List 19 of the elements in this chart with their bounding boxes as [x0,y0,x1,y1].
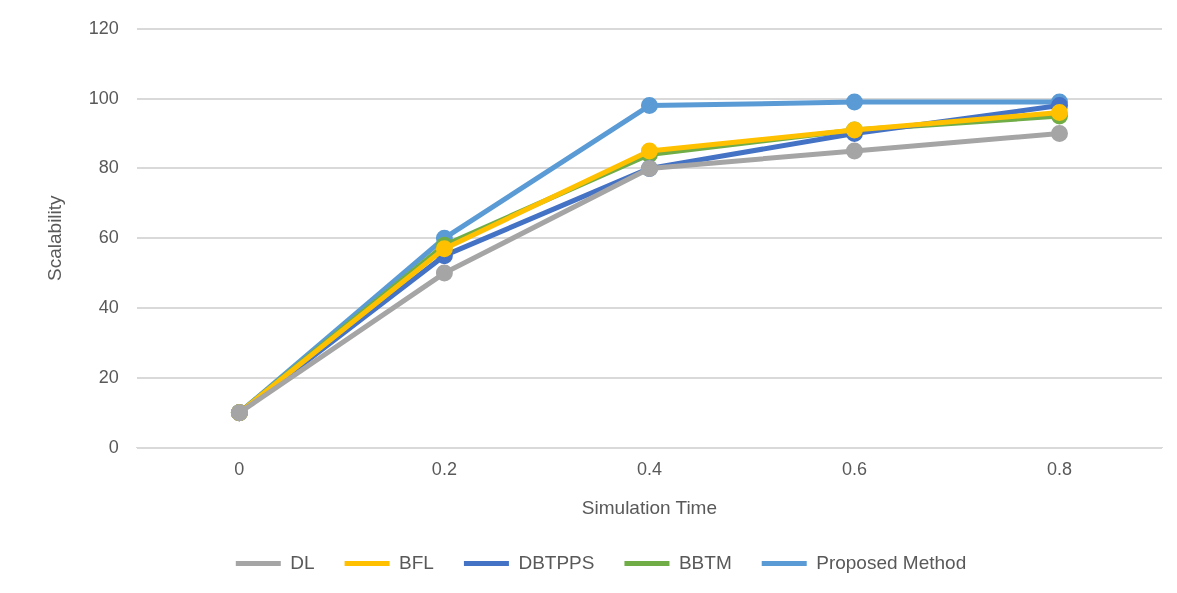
x-axis-title: Simulation Time [581,496,717,518]
legend-label: DBTPPS [518,551,595,573]
x-tick-label: 0 [234,459,245,480]
y-tick-label: 60 [98,227,119,248]
y-axis-title: Scalability [43,194,65,281]
x-tick-label: 0.8 [1046,459,1072,480]
y-tick-label: 100 [88,87,119,108]
legend-label: Proposed Method [816,551,967,573]
x-tick-label: 0.2 [431,459,457,480]
legend-label: BFL [399,551,434,573]
y-tick-label: 120 [88,17,119,38]
x-tick-label: 0.6 [841,459,867,480]
legend-label: BBTM [678,551,732,573]
legend-label: DL [290,551,315,573]
x-tick-label: 0.4 [636,459,662,480]
y-tick-label: 0 [108,436,119,457]
y-tick-label: 40 [98,296,119,317]
y-tick-label: 20 [98,366,119,387]
y-tick-label: 80 [98,157,119,178]
